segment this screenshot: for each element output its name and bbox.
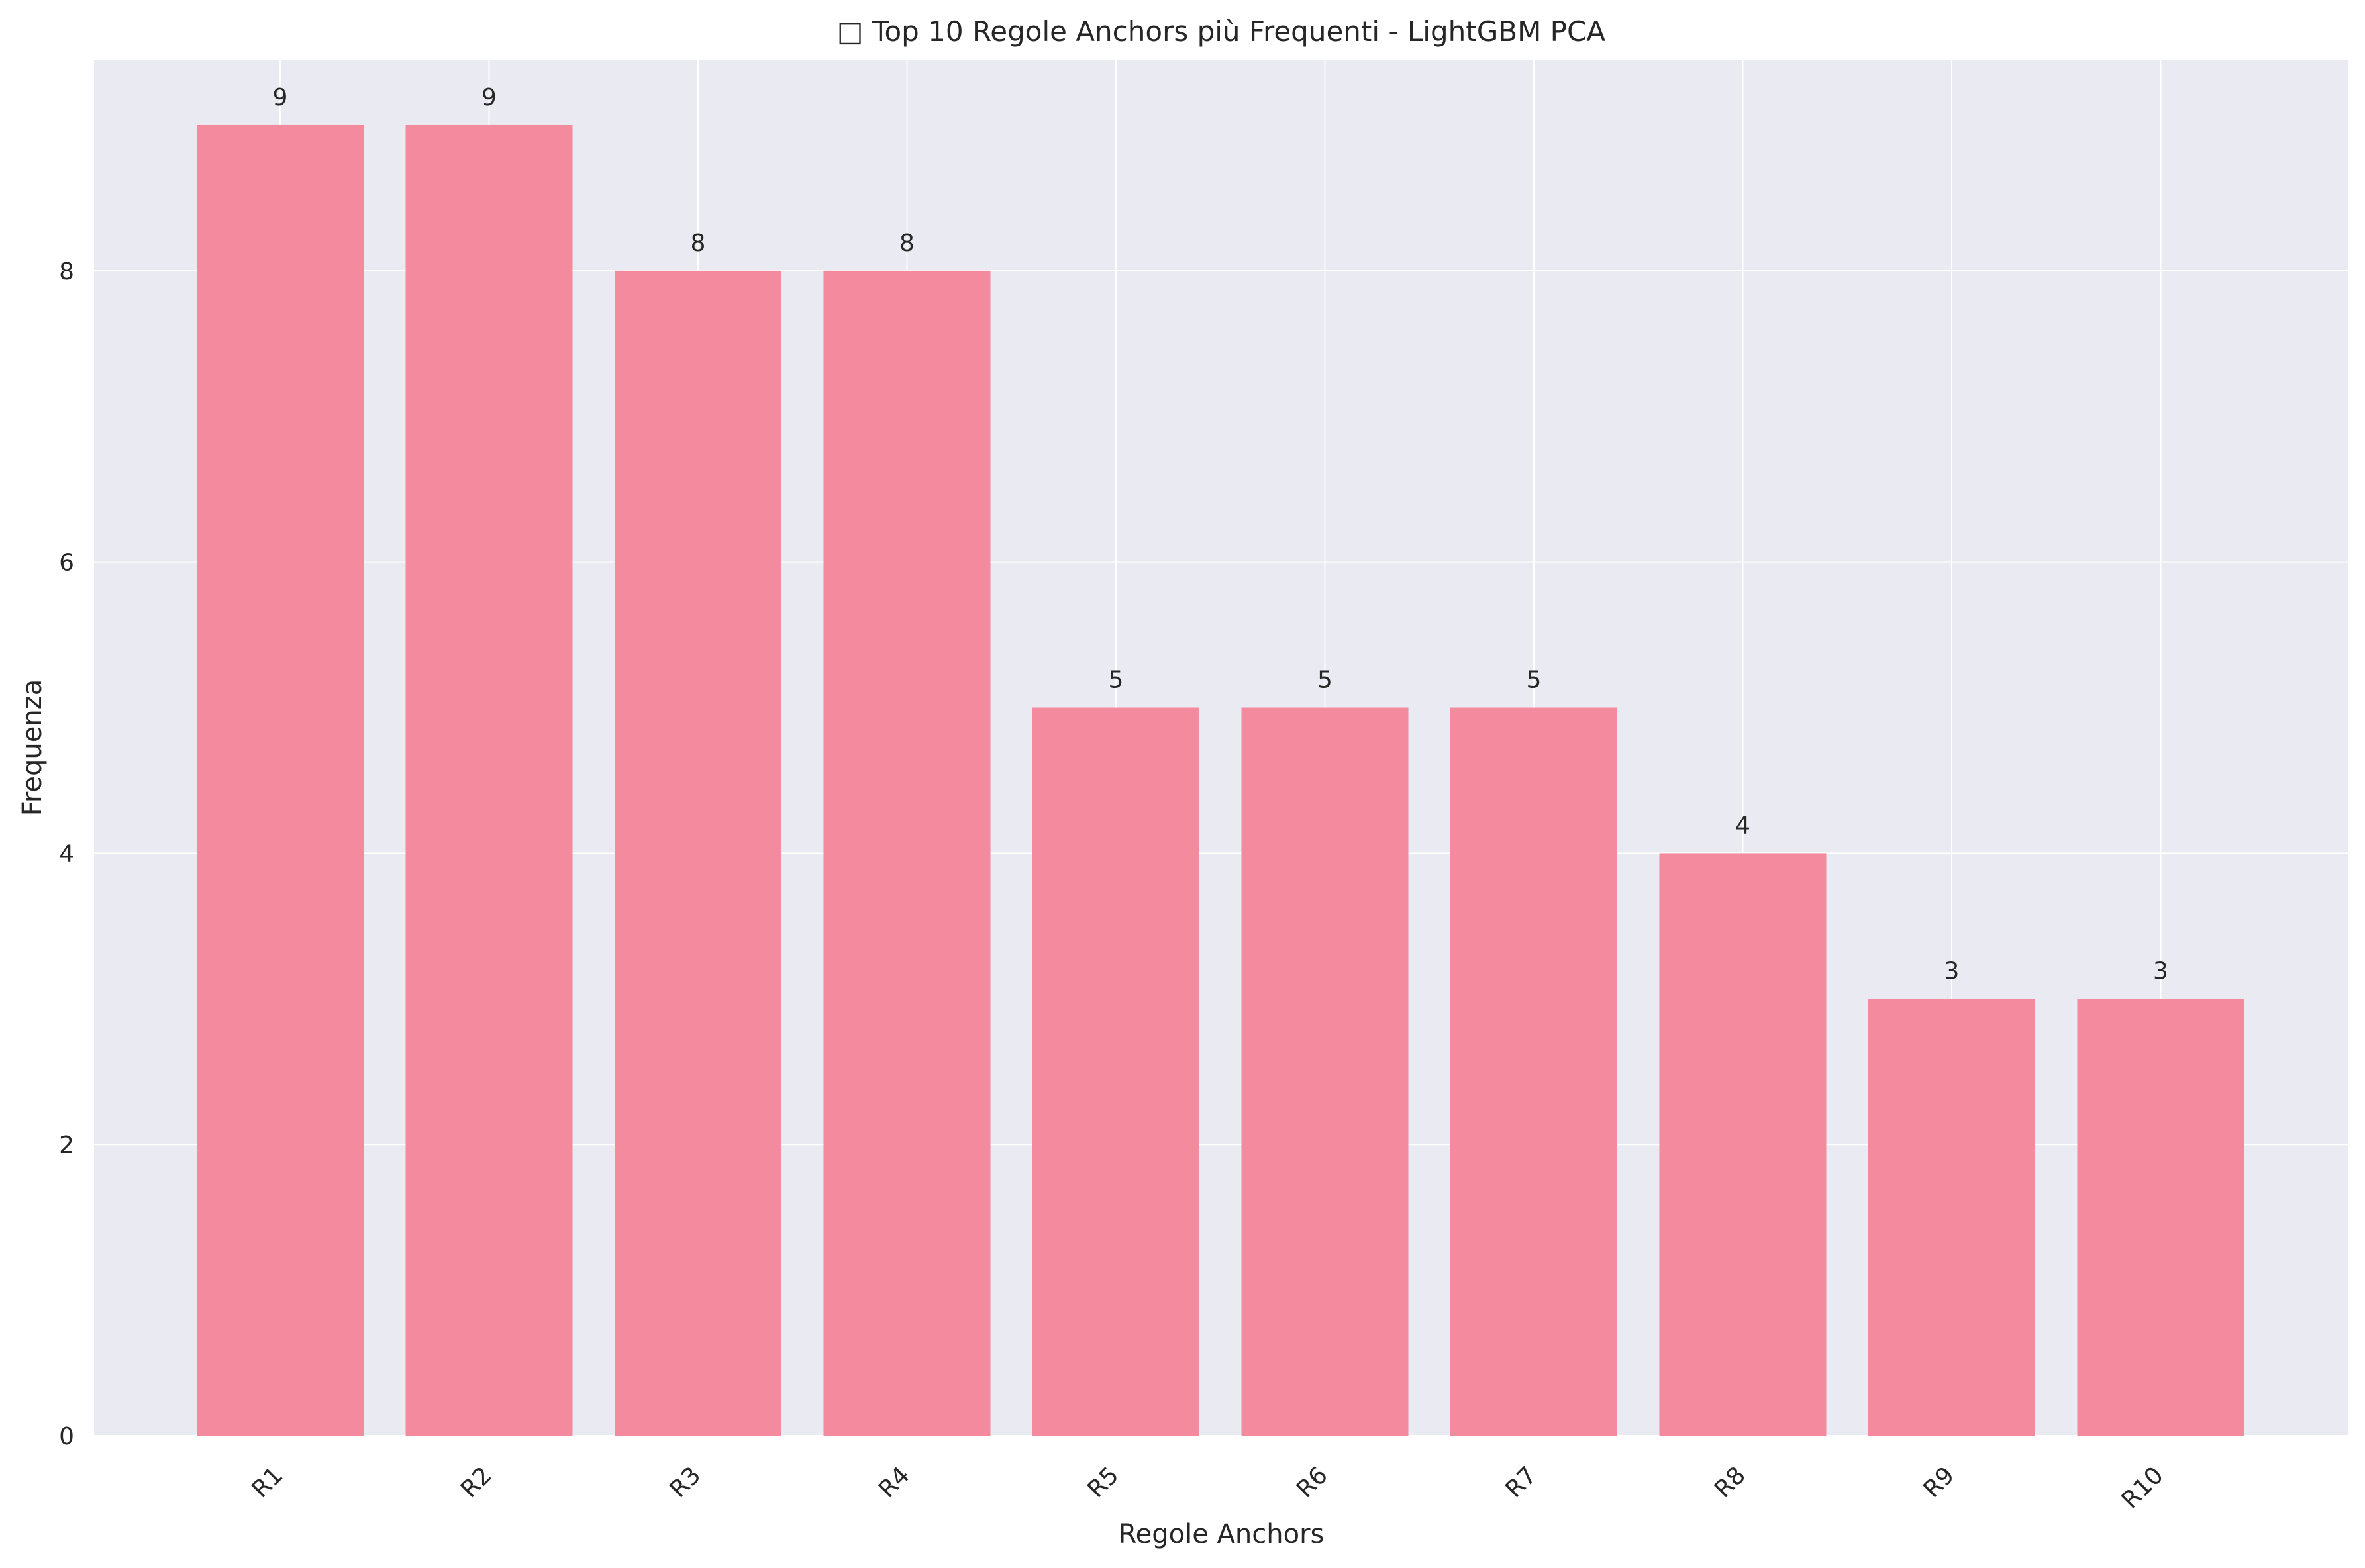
bar: [615, 270, 781, 1436]
bar-value-label: 5: [1527, 667, 1542, 694]
x-tick-label: R9: [1918, 1461, 1960, 1503]
chart-title: □ Top 10 Regole Anchors più Frequenti - …: [837, 15, 1605, 48]
y-tick-label: 8: [59, 258, 74, 285]
y-axis-ticks: 0 2 4 6 8: [59, 258, 74, 1450]
x-axis-label: Regole Anchors: [1119, 1519, 1325, 1549]
y-axis-label: Frequenza: [17, 679, 48, 816]
x-tick-label: R4: [874, 1461, 915, 1503]
x-tick-label: R1: [246, 1461, 288, 1503]
bar: [1032, 707, 1199, 1436]
bar: [1868, 999, 2035, 1436]
bar: [405, 124, 573, 1436]
x-tick-label: R5: [1082, 1461, 1124, 1503]
bar: [1659, 853, 1827, 1436]
y-tick-label: 6: [59, 550, 74, 577]
x-tick-label: R6: [1291, 1461, 1333, 1503]
y-tick-label: 2: [59, 1132, 74, 1159]
bar-value-label: 5: [1109, 667, 1124, 694]
bar: [197, 124, 364, 1436]
x-tick-label: R7: [1500, 1461, 1542, 1503]
bar-value-label: 3: [2153, 957, 2168, 985]
bar-value-label: 4: [1735, 812, 1750, 839]
bar: [1241, 707, 1409, 1436]
x-tick-label: R3: [664, 1461, 706, 1503]
bar: [1450, 707, 1617, 1436]
x-axis-ticks: R1 R2 R3 R4 R5 R6 R7 R8 R9 R10: [246, 1461, 2168, 1514]
x-tick-label: R10: [2117, 1461, 2169, 1514]
bar-value-label: 9: [481, 84, 497, 111]
x-tick-label: R8: [1709, 1461, 1751, 1503]
bar-value-label: 5: [1317, 667, 1333, 694]
bar-value-label: 8: [691, 230, 706, 257]
bar: [2077, 999, 2244, 1436]
bars: [197, 124, 2244, 1436]
data-labels: 9 9 8 8 5 5 5 4 3 3: [273, 84, 2168, 985]
x-tick-label: R2: [456, 1461, 497, 1503]
y-tick-label: 0: [59, 1423, 74, 1450]
bar-value-label: 8: [899, 230, 915, 257]
bar: [823, 270, 991, 1436]
bar-value-label: 3: [1944, 957, 1960, 985]
y-tick-label: 4: [59, 840, 74, 867]
bar-value-label: 9: [273, 84, 288, 111]
